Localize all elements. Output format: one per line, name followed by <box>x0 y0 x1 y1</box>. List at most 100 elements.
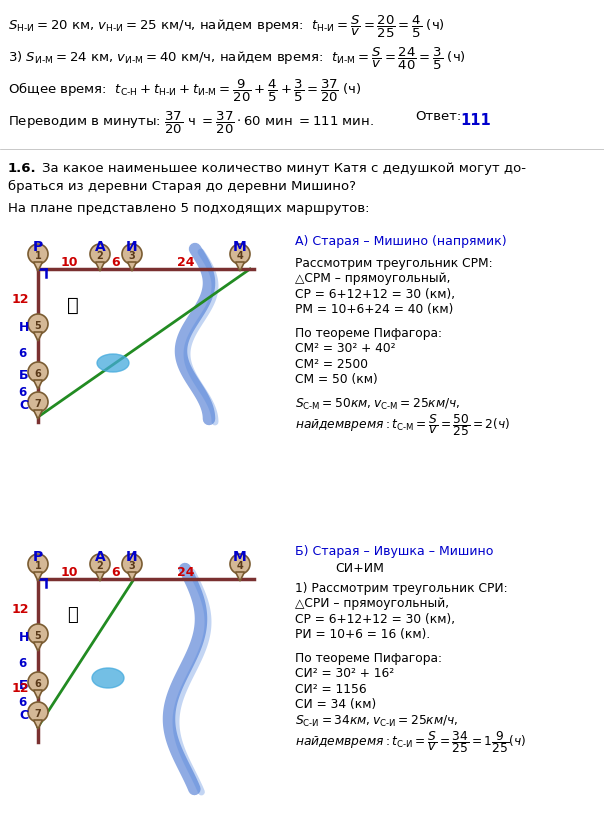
Text: СИ = 34 (км): СИ = 34 (км) <box>295 698 376 710</box>
Circle shape <box>28 624 48 644</box>
Text: 6: 6 <box>112 256 120 269</box>
Text: А) Старая – Мишино (напрямик): А) Старая – Мишино (напрямик) <box>295 235 507 248</box>
Circle shape <box>28 672 48 692</box>
Text: Ответ:: Ответ: <box>415 110 461 123</box>
Text: На плане представлено 5 подходящих маршрутов:: На плане представлено 5 подходящих маршр… <box>8 202 370 215</box>
Polygon shape <box>236 572 245 581</box>
Text: СР = 6+12+12 = 30 (км),: СР = 6+12+12 = 30 (км), <box>295 288 455 301</box>
Text: М: М <box>233 240 247 254</box>
Text: СИ² = 30² + 16²: СИ² = 30² + 16² <box>295 667 394 680</box>
Text: 5: 5 <box>34 630 42 640</box>
Polygon shape <box>33 410 42 419</box>
Text: 1) Рассмотрим треугольник СРИ:: 1) Рассмотрим треугольник СРИ: <box>295 581 507 595</box>
Text: Н: Н <box>19 321 29 334</box>
Text: СМ = 50 (км): СМ = 50 (км) <box>295 373 378 386</box>
Circle shape <box>28 362 48 383</box>
Text: Р: Р <box>33 240 43 254</box>
Text: С: С <box>19 709 28 722</box>
Text: 6: 6 <box>18 696 26 709</box>
Polygon shape <box>33 691 42 699</box>
Text: И: И <box>126 549 138 563</box>
Text: По теореме Пифагора:: По теореме Пифагора: <box>295 327 442 340</box>
Text: 1: 1 <box>34 251 42 261</box>
Text: Р: Р <box>33 549 43 563</box>
Text: СМ² = 2500: СМ² = 2500 <box>295 357 368 370</box>
Text: △СРИ – прямоугольный,: △СРИ – прямоугольный, <box>295 597 449 609</box>
Circle shape <box>90 554 110 574</box>
Text: $S_{\text{С-М}} = 50 км,  v_{\text{С-М}} = 25 км/ч,$: $S_{\text{С-М}} = 50 км, v_{\text{С-М}} … <box>295 396 460 412</box>
Text: РИ = 10+6 = 16 (км).: РИ = 10+6 = 16 (км). <box>295 628 430 641</box>
Text: 6: 6 <box>18 657 26 670</box>
Text: Н: Н <box>19 631 29 643</box>
Polygon shape <box>33 643 42 651</box>
Text: 6: 6 <box>112 566 120 578</box>
Circle shape <box>28 554 48 574</box>
Text: 1: 1 <box>34 561 42 571</box>
Polygon shape <box>127 572 137 581</box>
Polygon shape <box>33 380 42 390</box>
Text: СИ+ИМ: СИ+ИМ <box>336 562 384 574</box>
Polygon shape <box>127 263 137 272</box>
Polygon shape <box>95 263 104 272</box>
Circle shape <box>90 245 110 265</box>
Text: 7: 7 <box>34 399 42 409</box>
Text: 6: 6 <box>18 386 26 399</box>
Text: СИ² = 1156: СИ² = 1156 <box>295 682 367 696</box>
Circle shape <box>28 314 48 335</box>
Text: 4: 4 <box>237 561 243 571</box>
Text: И: И <box>126 240 138 254</box>
Text: $3)\ S_{\text{И-М}}=24$ км, $v_{\text{И-М}}=40$ км/ч, найдем время:  $t_{\text{И: $3)\ S_{\text{И-М}}=24$ км, $v_{\text{И-… <box>8 46 466 72</box>
Ellipse shape <box>97 355 129 372</box>
Text: 🐴: 🐴 <box>67 295 79 314</box>
Text: $найдем время:  t_{\text{С-М}} = \dfrac{S}{v} = \dfrac{50}{25} = 2 (ч)$: $найдем время: t_{\text{С-М}} = \dfrac{S… <box>295 412 510 437</box>
Text: РМ = 10+6+24 = 40 (км): РМ = 10+6+24 = 40 (км) <box>295 304 454 316</box>
Circle shape <box>122 245 142 265</box>
Circle shape <box>28 245 48 265</box>
Text: Рассмотрим треугольник СРМ:: Рассмотрим треугольник СРМ: <box>295 256 493 270</box>
Text: 12: 12 <box>11 603 29 616</box>
Circle shape <box>122 554 142 574</box>
Text: 4: 4 <box>237 251 243 261</box>
Circle shape <box>230 554 250 574</box>
Text: $S_{\text{С-И}} = 34 км,  v_{\text{С-И}} = 25 км/ч,$: $S_{\text{С-И}} = 34 км, v_{\text{С-И}} … <box>295 713 458 729</box>
Polygon shape <box>95 572 104 581</box>
Circle shape <box>230 245 250 265</box>
Text: 1.6.: 1.6. <box>8 162 37 174</box>
Text: 12: 12 <box>11 681 29 695</box>
Polygon shape <box>33 572 42 581</box>
Polygon shape <box>33 720 42 729</box>
Polygon shape <box>236 263 245 272</box>
Text: 24: 24 <box>177 256 194 269</box>
Polygon shape <box>33 332 42 342</box>
Text: Б) Старая – Ивушка – Мишино: Б) Старая – Ивушка – Мишино <box>295 544 493 557</box>
Text: 5: 5 <box>34 321 42 331</box>
Text: А: А <box>95 240 105 254</box>
Text: 12: 12 <box>11 293 29 306</box>
Ellipse shape <box>92 668 124 688</box>
Text: М: М <box>233 549 247 563</box>
Circle shape <box>28 702 48 722</box>
Text: 7: 7 <box>34 708 42 718</box>
Text: Общее время:  $t_{\text{С-Н}}+t_{\text{Н-И}}+t_{\text{И-М}}=\dfrac{9}{20}+\dfrac: Общее время: $t_{\text{С-Н}}+t_{\text{Н-… <box>8 78 362 104</box>
Text: 111: 111 <box>460 112 490 128</box>
Text: браться из деревни Старая до деревни Мишино?: браться из деревни Старая до деревни Миш… <box>8 179 356 193</box>
Text: 6: 6 <box>18 347 26 360</box>
Text: $S_{\text{Н-И}}=20$ км, $v_{\text{Н-И}}=25$ км/ч, найдем время:  $t_{\text{Н-И}}: $S_{\text{Н-И}}=20$ км, $v_{\text{Н-И}}=… <box>8 14 445 40</box>
Text: Б: Б <box>19 369 29 382</box>
Text: СМ² = 30² + 40²: СМ² = 30² + 40² <box>295 342 396 355</box>
Text: 6: 6 <box>34 678 42 688</box>
Polygon shape <box>33 263 42 272</box>
Circle shape <box>28 393 48 413</box>
Text: Б: Б <box>19 679 29 691</box>
Text: 10: 10 <box>60 256 78 269</box>
Text: 2: 2 <box>97 251 103 261</box>
Text: 3: 3 <box>129 561 135 571</box>
Text: $найдем время:  t_{\text{С-И}} = \dfrac{S}{v} = \dfrac{34}{25} = 1\dfrac{9}{25} : $найдем время: t_{\text{С-И}} = \dfrac{S… <box>295 729 527 754</box>
Text: △СРМ – прямоугольный,: △СРМ – прямоугольный, <box>295 272 451 285</box>
Text: 🐴: 🐴 <box>68 605 79 624</box>
Text: По теореме Пифагора:: По теореме Пифагора: <box>295 651 442 664</box>
Text: С: С <box>19 399 28 412</box>
Text: 6: 6 <box>34 369 42 379</box>
Text: 24: 24 <box>177 566 194 578</box>
Text: 10: 10 <box>60 566 78 578</box>
